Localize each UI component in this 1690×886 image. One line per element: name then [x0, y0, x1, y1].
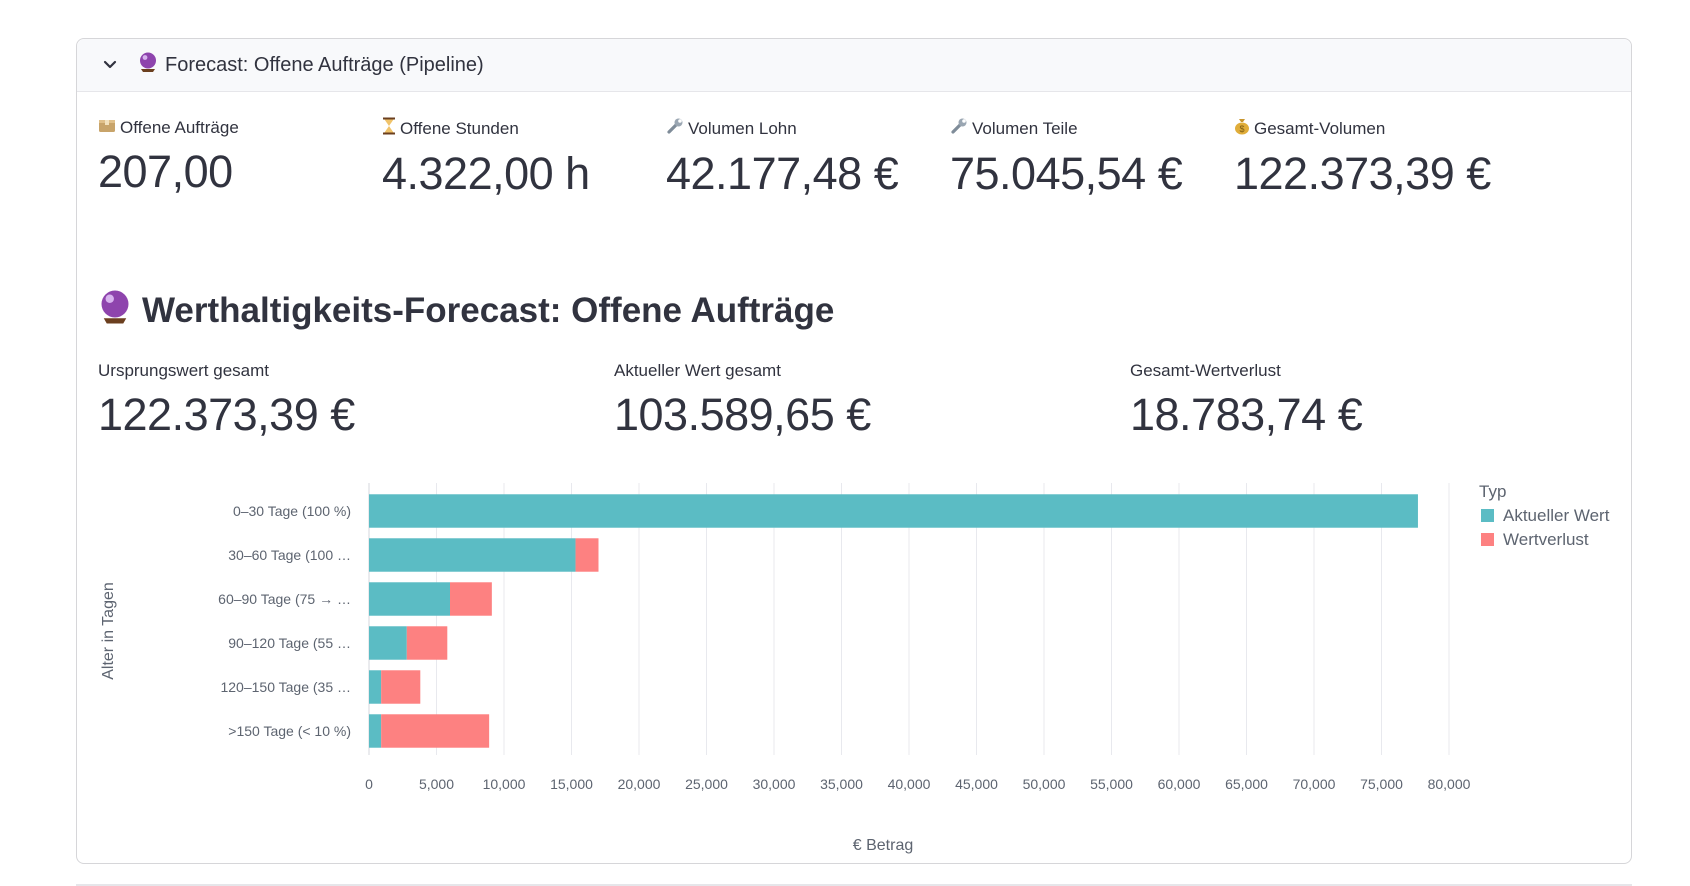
chart-x-tick-labels: 0 5,000 10,000 15,000 20,000 25,000 30,000 35,0… — [365, 776, 1471, 792]
forecast-expander: Forecast: Offene Aufträge (Pipeline) Off… — [76, 38, 1632, 864]
bar-wertverlust[interactable] — [450, 582, 492, 616]
metric-aktueller-wert: Aktueller Wert gesamt 103.589,65 € — [614, 361, 871, 441]
wrench-icon — [950, 117, 968, 140]
metric-value: 42.177,48 € — [666, 148, 899, 199]
x-tick-label: 35,000 — [820, 776, 863, 792]
bar-wertverlust[interactable] — [381, 670, 421, 704]
bar-aktueller-wert[interactable] — [369, 626, 407, 660]
section-title: Werthaltigkeits-Forecast: Offene Aufträg… — [142, 291, 835, 330]
x-tick-label: 5,000 — [419, 776, 454, 792]
y-tick-label: 60–90 Tage (75 → … — [218, 591, 351, 607]
y-tick-label: 0–30 Tage (100 %) — [233, 503, 351, 519]
x-axis-label: € Betrag — [853, 837, 913, 854]
chevron-down-icon[interactable] — [97, 60, 123, 70]
legend-swatch[interactable] — [1481, 533, 1494, 546]
legend-title: Typ — [1479, 482, 1506, 501]
metric-value: 103.589,65 € — [614, 389, 871, 440]
aging-bar-chart: 0–30 Tage (100 %) 30–60 Tage (100 … 60–90 … — [93, 471, 1613, 861]
expander-title: Forecast: Offene Aufträge (Pipeline) — [165, 53, 484, 76]
metric-label: Gesamt-Volumen — [1254, 118, 1386, 138]
x-tick-label: 70,000 — [1293, 776, 1336, 792]
metric-value: 207,00 — [98, 146, 233, 197]
x-tick-label: 55,000 — [1090, 776, 1133, 792]
legend-label[interactable]: Aktueller Wert — [1503, 506, 1610, 525]
x-tick-label: 50,000 — [1023, 776, 1066, 792]
metric-volumen-teile: Volumen Teile 75.045,54 € — [950, 117, 1183, 200]
bar-wertverlust[interactable] — [406, 626, 448, 660]
metric-value: 75.045,54 € — [950, 148, 1183, 199]
money-bag-icon: $ — [1234, 117, 1250, 140]
y-tick-label: 120–150 Tage (35 … — [220, 679, 351, 695]
bar-aktueller-wert[interactable] — [369, 714, 382, 748]
metric-volumen-lohn: Volumen Lohn 42.177,48 € — [666, 117, 899, 200]
bar-aktueller-wert[interactable] — [369, 670, 382, 704]
package-icon — [98, 117, 116, 138]
x-tick-label: 10,000 — [483, 776, 526, 792]
chart-bars — [369, 494, 1418, 748]
metric-label: Offene Stunden — [400, 118, 519, 138]
chart-legend: Typ Aktueller Wert Wertverlust — [1479, 482, 1610, 549]
bar-aktueller-wert[interactable] — [369, 582, 450, 616]
bar-wertverlust[interactable] — [381, 714, 490, 748]
next-section-border — [76, 884, 1632, 886]
x-tick-label: 45,000 — [955, 776, 998, 792]
x-tick-label: 60,000 — [1158, 776, 1201, 792]
chart-grid — [368, 483, 1450, 755]
y-tick-label: 90–120 Tage (55 … — [228, 635, 351, 651]
section-heading: Werthaltigkeits-Forecast: Offene Aufträg… — [98, 289, 834, 333]
y-tick-label: >150 Tage (< 10 %) — [228, 723, 351, 739]
x-tick-label: 0 — [365, 776, 373, 792]
chart-y-tick-labels: 0–30 Tage (100 %) 30–60 Tage (100 … 60–90 … — [218, 503, 351, 739]
x-tick-label: 15,000 — [550, 776, 593, 792]
crystal-ball-icon — [98, 289, 132, 333]
metric-value: 122.373,39 € — [1234, 148, 1491, 199]
legend-label[interactable]: Wertverlust — [1503, 530, 1589, 549]
x-tick-label: 20,000 — [618, 776, 661, 792]
metric-value: 4.322,00 h — [382, 148, 590, 199]
hourglass-icon — [382, 117, 396, 140]
x-tick-label: 40,000 — [888, 776, 931, 792]
bar-wertverlust[interactable] — [575, 538, 599, 572]
wrench-icon — [666, 117, 684, 140]
metric-ursprungswert: Ursprungswert gesamt 122.373,39 € — [98, 361, 355, 441]
metric-label: Aktueller Wert gesamt — [614, 361, 781, 380]
metric-offene-auftraege: Offene Aufträge 207,00 — [98, 117, 239, 198]
x-tick-label: 65,000 — [1225, 776, 1268, 792]
metric-value: 18.783,74 € — [1130, 389, 1363, 440]
metric-label: Ursprungswert gesamt — [98, 361, 270, 380]
metric-label: Volumen Lohn — [688, 118, 797, 138]
crystal-ball-icon — [137, 51, 159, 79]
metric-gesamt-volumen: $ Gesamt-Volumen 122.373,39 € — [1234, 117, 1491, 200]
chart-svg: 0–30 Tage (100 %) 30–60 Tage (100 … 60–90 … — [100, 482, 1610, 854]
bar-aktueller-wert[interactable] — [369, 494, 1418, 528]
y-axis-label: Alter in Tagen — [100, 582, 117, 680]
metric-offene-stunden: Offene Stunden 4.322,00 h — [382, 117, 590, 200]
x-tick-label: 30,000 — [753, 776, 796, 792]
metric-label: Offene Aufträge — [120, 117, 239, 137]
x-tick-label: 25,000 — [685, 776, 728, 792]
expander-header[interactable]: Forecast: Offene Aufträge (Pipeline) — [77, 39, 1631, 92]
legend-swatch[interactable] — [1481, 509, 1494, 522]
y-tick-label: 30–60 Tage (100 … — [228, 547, 351, 563]
metric-wertverlust: Gesamt-Wertverlust 18.783,74 € — [1130, 361, 1363, 441]
x-tick-label: 80,000 — [1428, 776, 1471, 792]
metric-label: Gesamt-Wertverlust — [1130, 361, 1281, 380]
bar-aktueller-wert[interactable] — [369, 538, 576, 572]
x-tick-label: 75,000 — [1360, 776, 1403, 792]
metric-value: 122.373,39 € — [98, 389, 355, 440]
svg-text:$: $ — [1239, 124, 1244, 134]
metric-label: Volumen Teile — [972, 118, 1078, 138]
